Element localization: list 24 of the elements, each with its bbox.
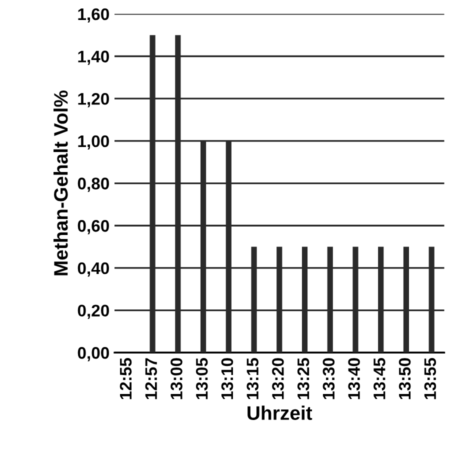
x-tick-label: 13:00: [170, 358, 182, 400]
x-tick-label: 13:25: [297, 358, 310, 400]
y-tick-label: 1,60: [78, 8, 109, 23]
x-tick-label: 13:55: [424, 358, 436, 400]
y-tick-label: 1,40: [78, 50, 109, 65]
y-tick-label: 0,00: [78, 347, 109, 362]
x-tick-label: 13:30: [322, 358, 335, 400]
x-tick-label: 12:55: [120, 358, 132, 400]
x-tick-label: 13:50: [398, 358, 411, 400]
y-axis-title: Methan-Gehalt Vol%: [54, 90, 68, 276]
x-tick-label: 13:15: [246, 358, 259, 400]
x-tick-label: 13:45: [374, 358, 386, 400]
y-tick-label: 0,20: [78, 304, 109, 319]
x-axis-title: Uhrzeit: [248, 406, 312, 420]
y-tick-label: 1,00: [78, 135, 109, 150]
x-tick-label: 13:05: [196, 358, 208, 400]
y-tick-label: 0,60: [78, 220, 109, 234]
y-tick-label: 0,40: [78, 262, 109, 277]
x-tick-label: 13:10: [221, 358, 234, 400]
y-tick-label: 1,20: [78, 93, 109, 108]
y-tick-label: 0,80: [78, 178, 109, 192]
x-tick-label: 13:40: [348, 358, 360, 400]
x-tick-label: 13:20: [272, 358, 284, 400]
x-tick-label: 12:57: [145, 358, 158, 400]
